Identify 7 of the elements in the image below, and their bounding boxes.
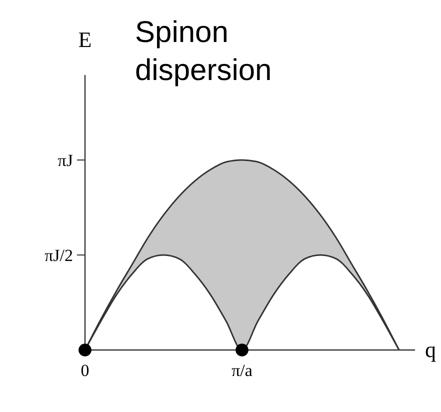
chart-title: Spinon dispersion bbox=[135, 16, 272, 87]
y-axis-title: E bbox=[78, 27, 92, 52]
x-axis-title: q bbox=[425, 337, 436, 362]
text: πJ bbox=[58, 150, 74, 170]
text: πJ/2 bbox=[44, 246, 73, 265]
x-tick-label: π/a bbox=[232, 361, 253, 380]
x-tick-label: 0 bbox=[80, 361, 90, 380]
